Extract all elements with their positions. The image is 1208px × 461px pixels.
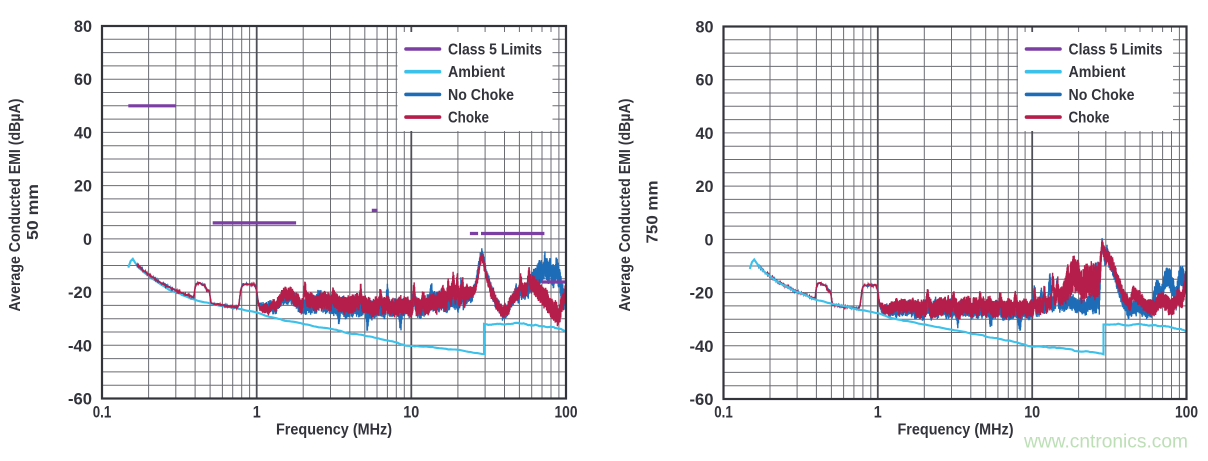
svg-text:60: 60 (696, 71, 714, 90)
svg-text:20: 20 (696, 177, 714, 196)
svg-text:Choke: Choke (1069, 110, 1110, 127)
svg-text:60: 60 (74, 70, 92, 89)
svg-text:-40: -40 (690, 337, 714, 356)
svg-text:Choke: Choke (448, 110, 489, 127)
svg-text:0: 0 (705, 230, 714, 249)
svg-text:80: 80 (696, 18, 714, 37)
svg-text:Class 5 Limits: Class 5 Limits (448, 42, 542, 59)
svg-text:No Choke: No Choke (448, 87, 514, 104)
svg-text:No Choke: No Choke (1069, 87, 1135, 104)
svg-text:-60: -60 (68, 390, 92, 409)
svg-text:50 mm: 50 mm (25, 184, 42, 240)
svg-text:750 mm: 750 mm (645, 181, 662, 244)
svg-text:Frequency (MHz): Frequency (MHz) (276, 422, 392, 439)
svg-text:www.cntronics.com: www.cntronics.com (1023, 432, 1188, 453)
svg-text:10: 10 (1024, 403, 1040, 422)
svg-text:100: 100 (1175, 403, 1198, 422)
svg-text:1: 1 (253, 403, 261, 422)
svg-text:40: 40 (74, 123, 92, 142)
svg-text:Average Conducted EMI (dBµA): Average Conducted EMI (dBµA) (617, 99, 634, 312)
svg-text:1: 1 (874, 403, 882, 422)
svg-text:Class 5 Limits: Class 5 Limits (1069, 42, 1163, 59)
svg-text:Ambient: Ambient (448, 64, 506, 81)
svg-text:20: 20 (74, 177, 92, 196)
svg-text:-40: -40 (68, 336, 92, 355)
svg-text:100: 100 (555, 403, 578, 422)
svg-text:0.1: 0.1 (93, 403, 112, 422)
svg-text:0.1: 0.1 (714, 403, 733, 422)
svg-text:40: 40 (696, 124, 714, 143)
svg-text:Average Conducted EMI (dBµA): Average Conducted EMI (dBµA) (7, 99, 24, 312)
svg-text:-20: -20 (68, 283, 92, 302)
svg-text:-20: -20 (690, 284, 714, 303)
svg-text:80: 80 (74, 17, 92, 36)
svg-text:10: 10 (403, 403, 419, 422)
svg-text:Frequency (MHz): Frequency (MHz) (898, 422, 1014, 439)
svg-text:-60: -60 (690, 390, 714, 409)
svg-text:0: 0 (83, 230, 92, 249)
svg-text:Ambient: Ambient (1069, 64, 1127, 81)
